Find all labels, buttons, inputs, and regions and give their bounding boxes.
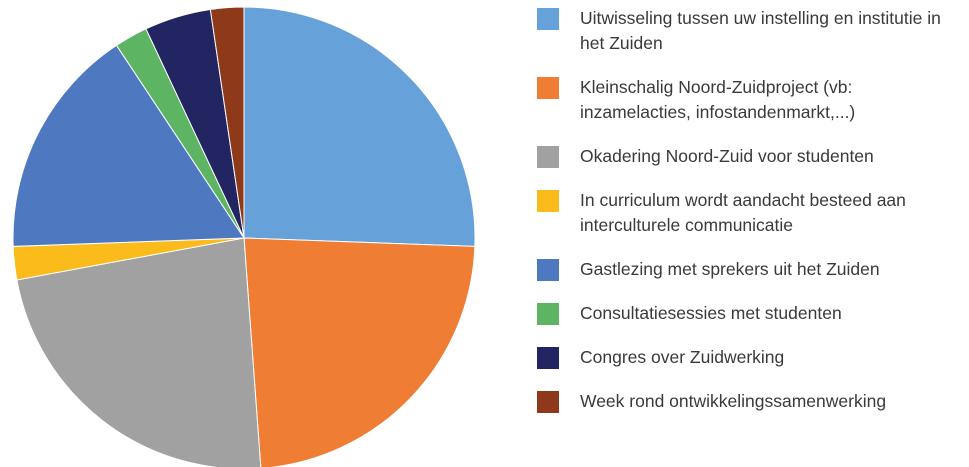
legend-label: In curriculum wordt aandacht besteed aan… [580,190,906,235]
legend-item: Okadering Noord-Zuid voor studenten [537,144,962,169]
pie-slice [243,237,476,467]
legend-swatch [537,391,559,413]
legend-swatch [537,77,559,99]
pie-slice [16,237,262,467]
legend-swatch [537,8,559,30]
legend-item: Gastlezing met sprekers uit het Zuiden [537,257,962,282]
legend-item: Consultatiesessies met studenten [537,301,962,326]
legend-label: Uitwisseling tussen uw instelling en ins… [580,8,941,53]
legend-item: Uitwisseling tussen uw instelling en ins… [537,6,962,56]
pie-slice [12,44,245,247]
pie-slice [209,6,245,239]
legend-swatch [537,259,559,281]
legend-item: In curriculum wordt aandacht besteed aan… [537,188,962,238]
legend-label: Kleinschalig Noord-Zuidproject (vb: inza… [580,77,856,122]
legend-item: Kleinschalig Noord-Zuidproject (vb: inza… [537,75,962,125]
legend-label: Consultatiesessies met studenten [580,303,842,323]
pie-slice [243,6,476,247]
pie-chart [12,6,476,467]
legend-swatch [537,303,559,325]
legend-label: Gastlezing met sprekers uit het Zuiden [580,259,880,279]
legend-label: Okadering Noord-Zuid voor studenten [580,146,874,166]
legend-item: Congres over Zuidwerking [537,345,962,370]
legend-swatch [537,146,559,168]
legend-item: Week rond ontwikkelingssamenwerking [537,389,962,414]
legend-swatch [537,190,559,212]
legend-label: Week rond ontwikkelingssamenwerking [580,391,887,411]
legend-swatch [537,347,559,369]
legend-label: Congres over Zuidwerking [580,347,785,367]
legend: Uitwisseling tussen uw instelling en ins… [537,6,962,433]
